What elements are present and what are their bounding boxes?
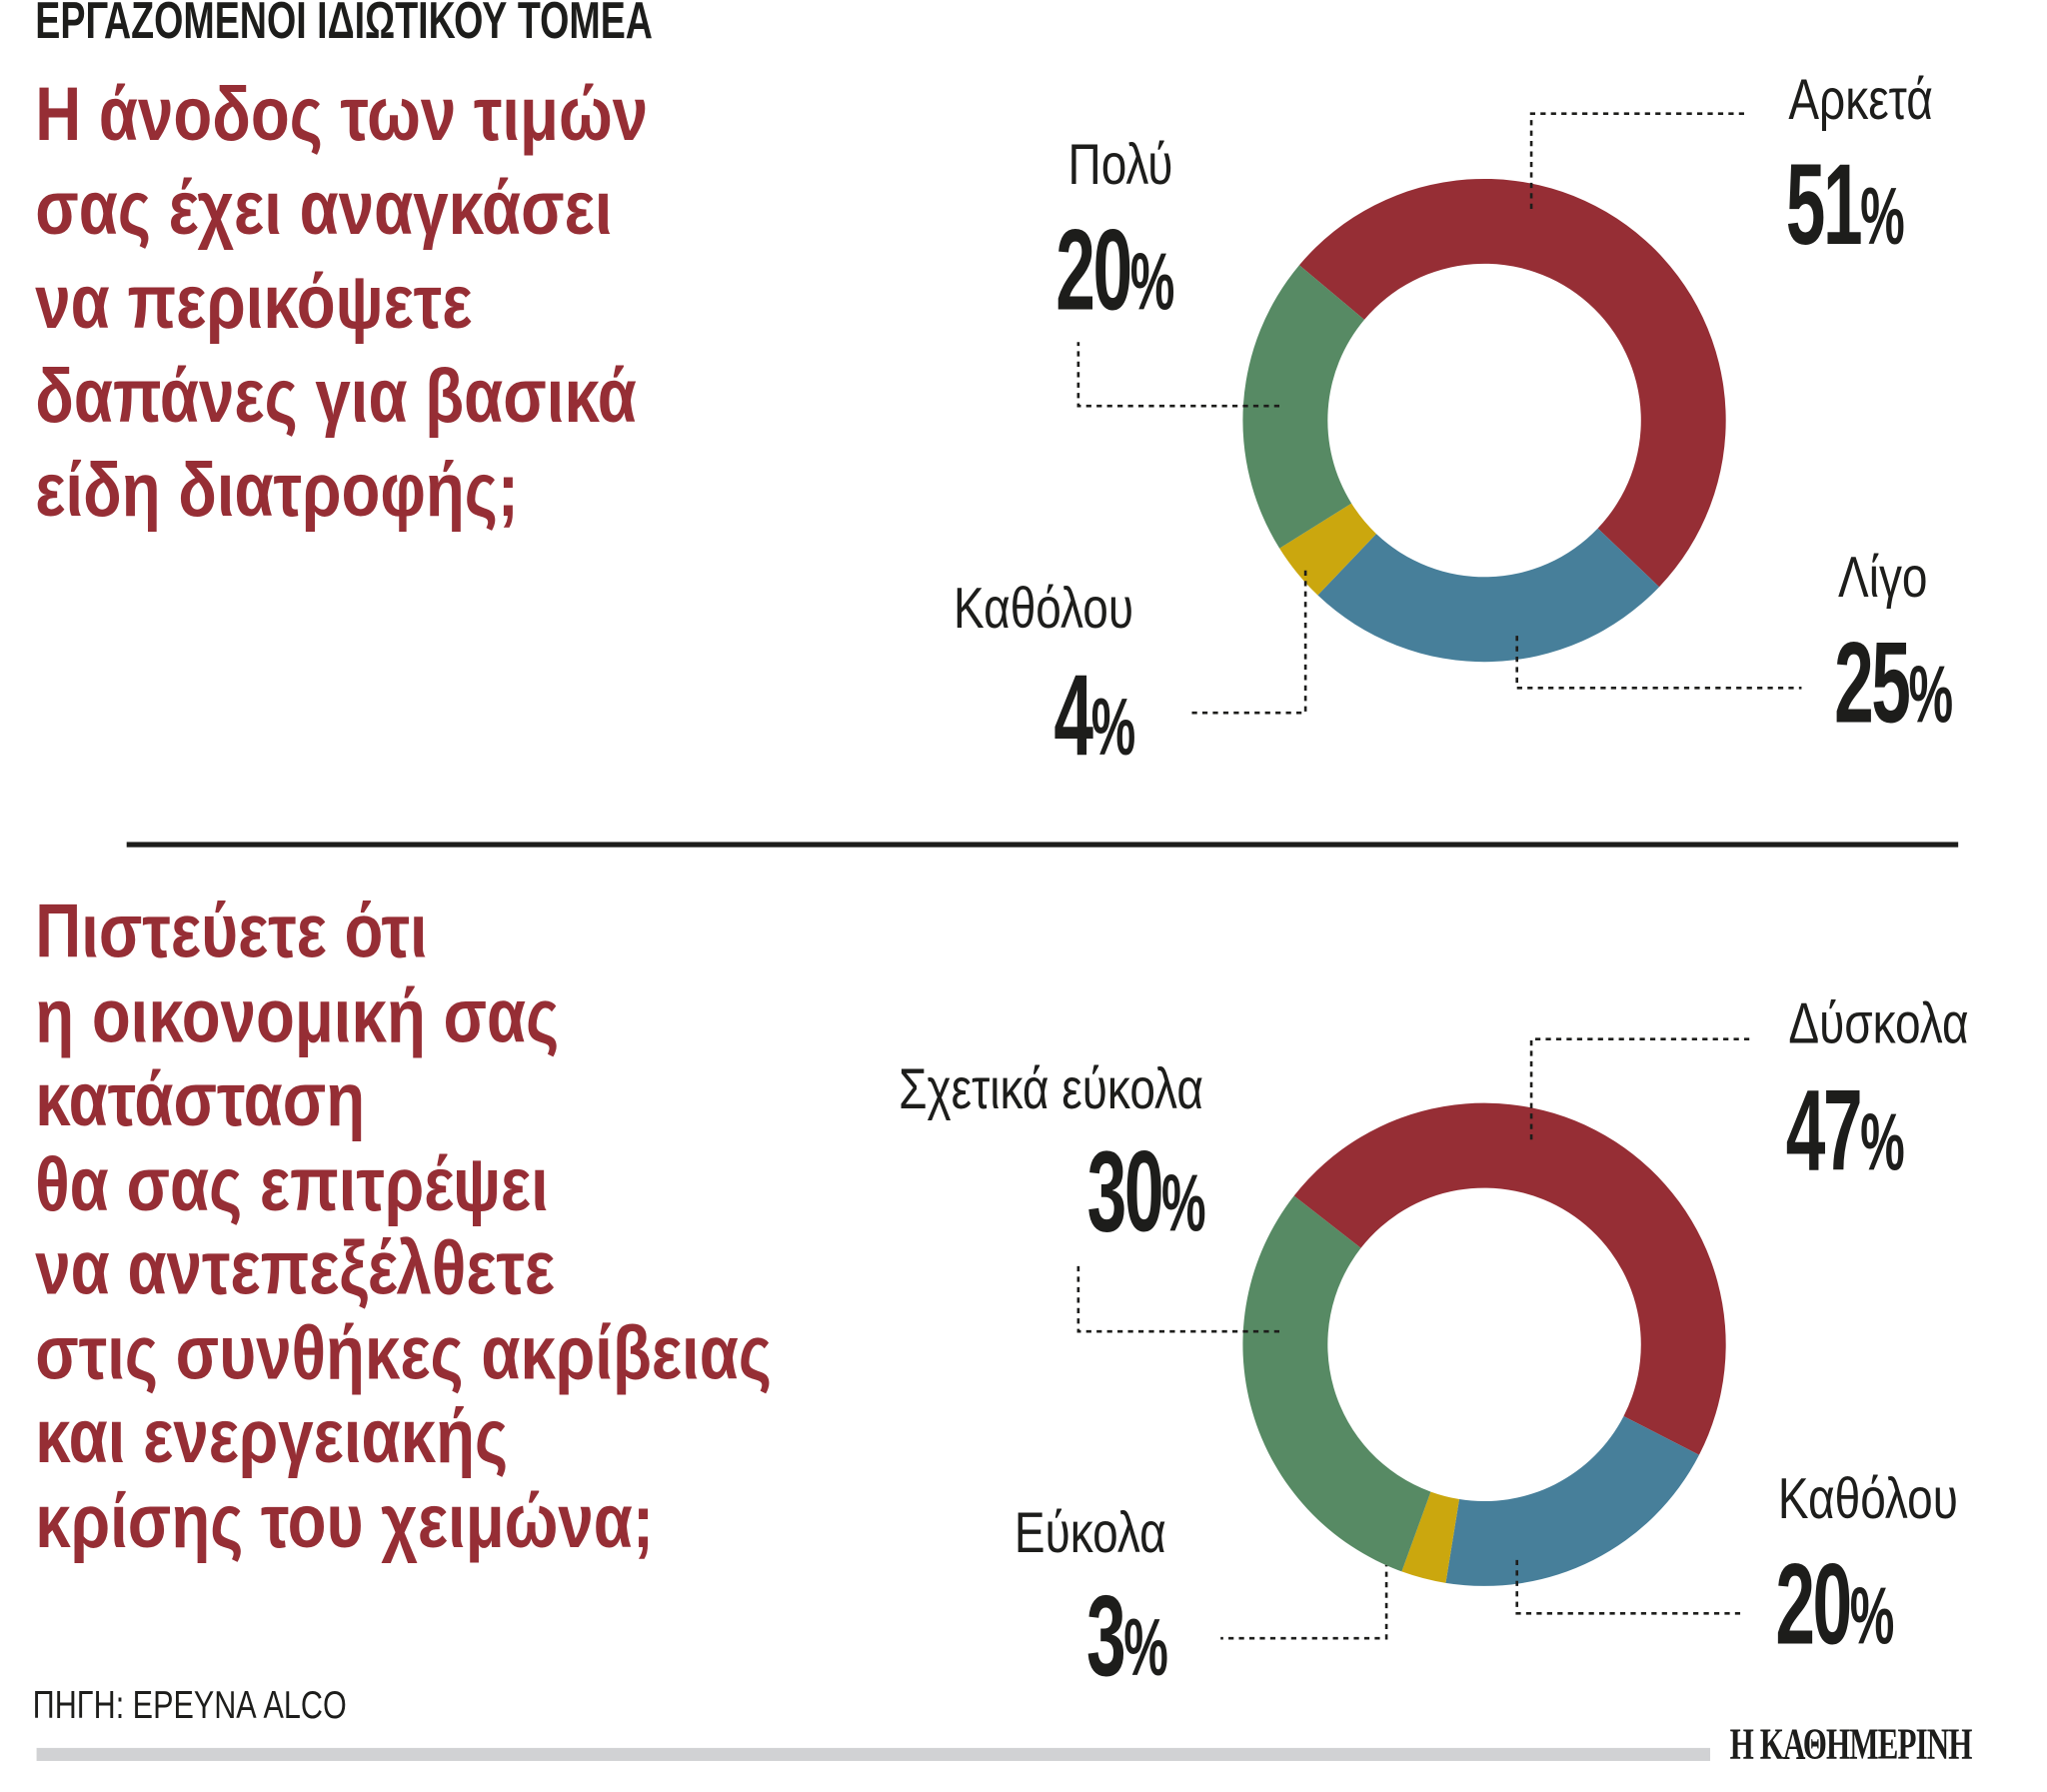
question-line: η οικονομική σας — [35, 972, 560, 1058]
label-dyskola: Δύσκολα — [1788, 991, 1969, 1056]
value-dyskola: 47% — [1785, 1064, 1905, 1195]
question-line: κρίσης του χειμώνα; — [35, 1478, 655, 1564]
leader-line — [1187, 570, 1307, 715]
question-line: να περικόψετε — [35, 259, 473, 345]
value-arketa: 51% — [1785, 139, 1905, 270]
leader-line — [1076, 342, 1279, 408]
footer-bar — [36, 1747, 1711, 1761]
question-1: Η άνοδος των τιμών σας έχει αναγκάσει να… — [35, 68, 648, 538]
leader-line — [1515, 1559, 1743, 1615]
donut-slice — [1242, 1195, 1431, 1572]
section-divider — [126, 842, 1959, 848]
label-katholou-2: Καθόλου — [1777, 1467, 1958, 1532]
label-eykola: Εύκολα — [1014, 1501, 1166, 1566]
leader-line — [1529, 1037, 1750, 1140]
source-note: ΠΗΓΗ: ΕΡΕΥΝΑ ALCO — [32, 1683, 347, 1727]
question-line: είδη διατροφής; — [35, 447, 519, 533]
donut-slice — [1242, 265, 1364, 549]
question-line: και ενεργειακής — [35, 1393, 509, 1479]
donut-slice — [1298, 178, 1726, 588]
question-line: να αντεπεξέλθετε — [35, 1225, 556, 1311]
leader-line — [1529, 112, 1750, 209]
question-line: σας έχει αναγκάσει — [35, 165, 613, 251]
question-line: στις συνθήκες ακρίβειας — [35, 1309, 772, 1395]
value-katholou-2: 20% — [1775, 1538, 1894, 1669]
donut-slice — [1317, 528, 1660, 663]
kicker: ΕΡΓΑΖΟΜΕΝΟΙ ΙΔΙΩΤΙΚΟΥ ΤΟΜΕΑ — [35, 0, 653, 50]
question-2: Πιστεύετε ότι η οικονομική σας κατάσταση… — [35, 889, 772, 1564]
donut-slice — [1445, 1415, 1699, 1586]
leader-line — [1076, 1265, 1279, 1333]
question-line: Η άνοδος των τιμών — [35, 71, 649, 157]
donut-slice — [1279, 503, 1376, 596]
value-sxetika-eykola: 30% — [1086, 1126, 1206, 1256]
label-ligo: Λίγο — [1838, 545, 1928, 610]
label-arketa: Αρκετά — [1788, 67, 1933, 132]
publisher-logo: Η ΚΑΘΗΜΕΡΙΝΗ — [1729, 1720, 1973, 1769]
question-line: δαπάνες για βασικά — [35, 353, 637, 439]
label-poly: Πολύ — [1066, 133, 1172, 198]
value-eykola: 3% — [1085, 1570, 1168, 1700]
question-line: θα σας επιτρέψει — [35, 1141, 549, 1227]
label-sxetika-eykola: Σχετικά εύκολα — [899, 1056, 1204, 1121]
value-katholou-1: 4% — [1053, 650, 1135, 780]
donut-slice — [1401, 1491, 1459, 1583]
question-line: Πιστεύετε ότι — [35, 889, 428, 974]
question-line: κατάσταση — [35, 1056, 366, 1142]
leader-line — [1515, 636, 1802, 690]
leader-line — [1220, 1540, 1388, 1640]
label-katholou-1: Καθόλου — [953, 577, 1133, 642]
donut-slice — [1293, 1102, 1726, 1455]
value-poly: 20% — [1055, 205, 1174, 335]
value-ligo: 25% — [1834, 617, 1953, 748]
